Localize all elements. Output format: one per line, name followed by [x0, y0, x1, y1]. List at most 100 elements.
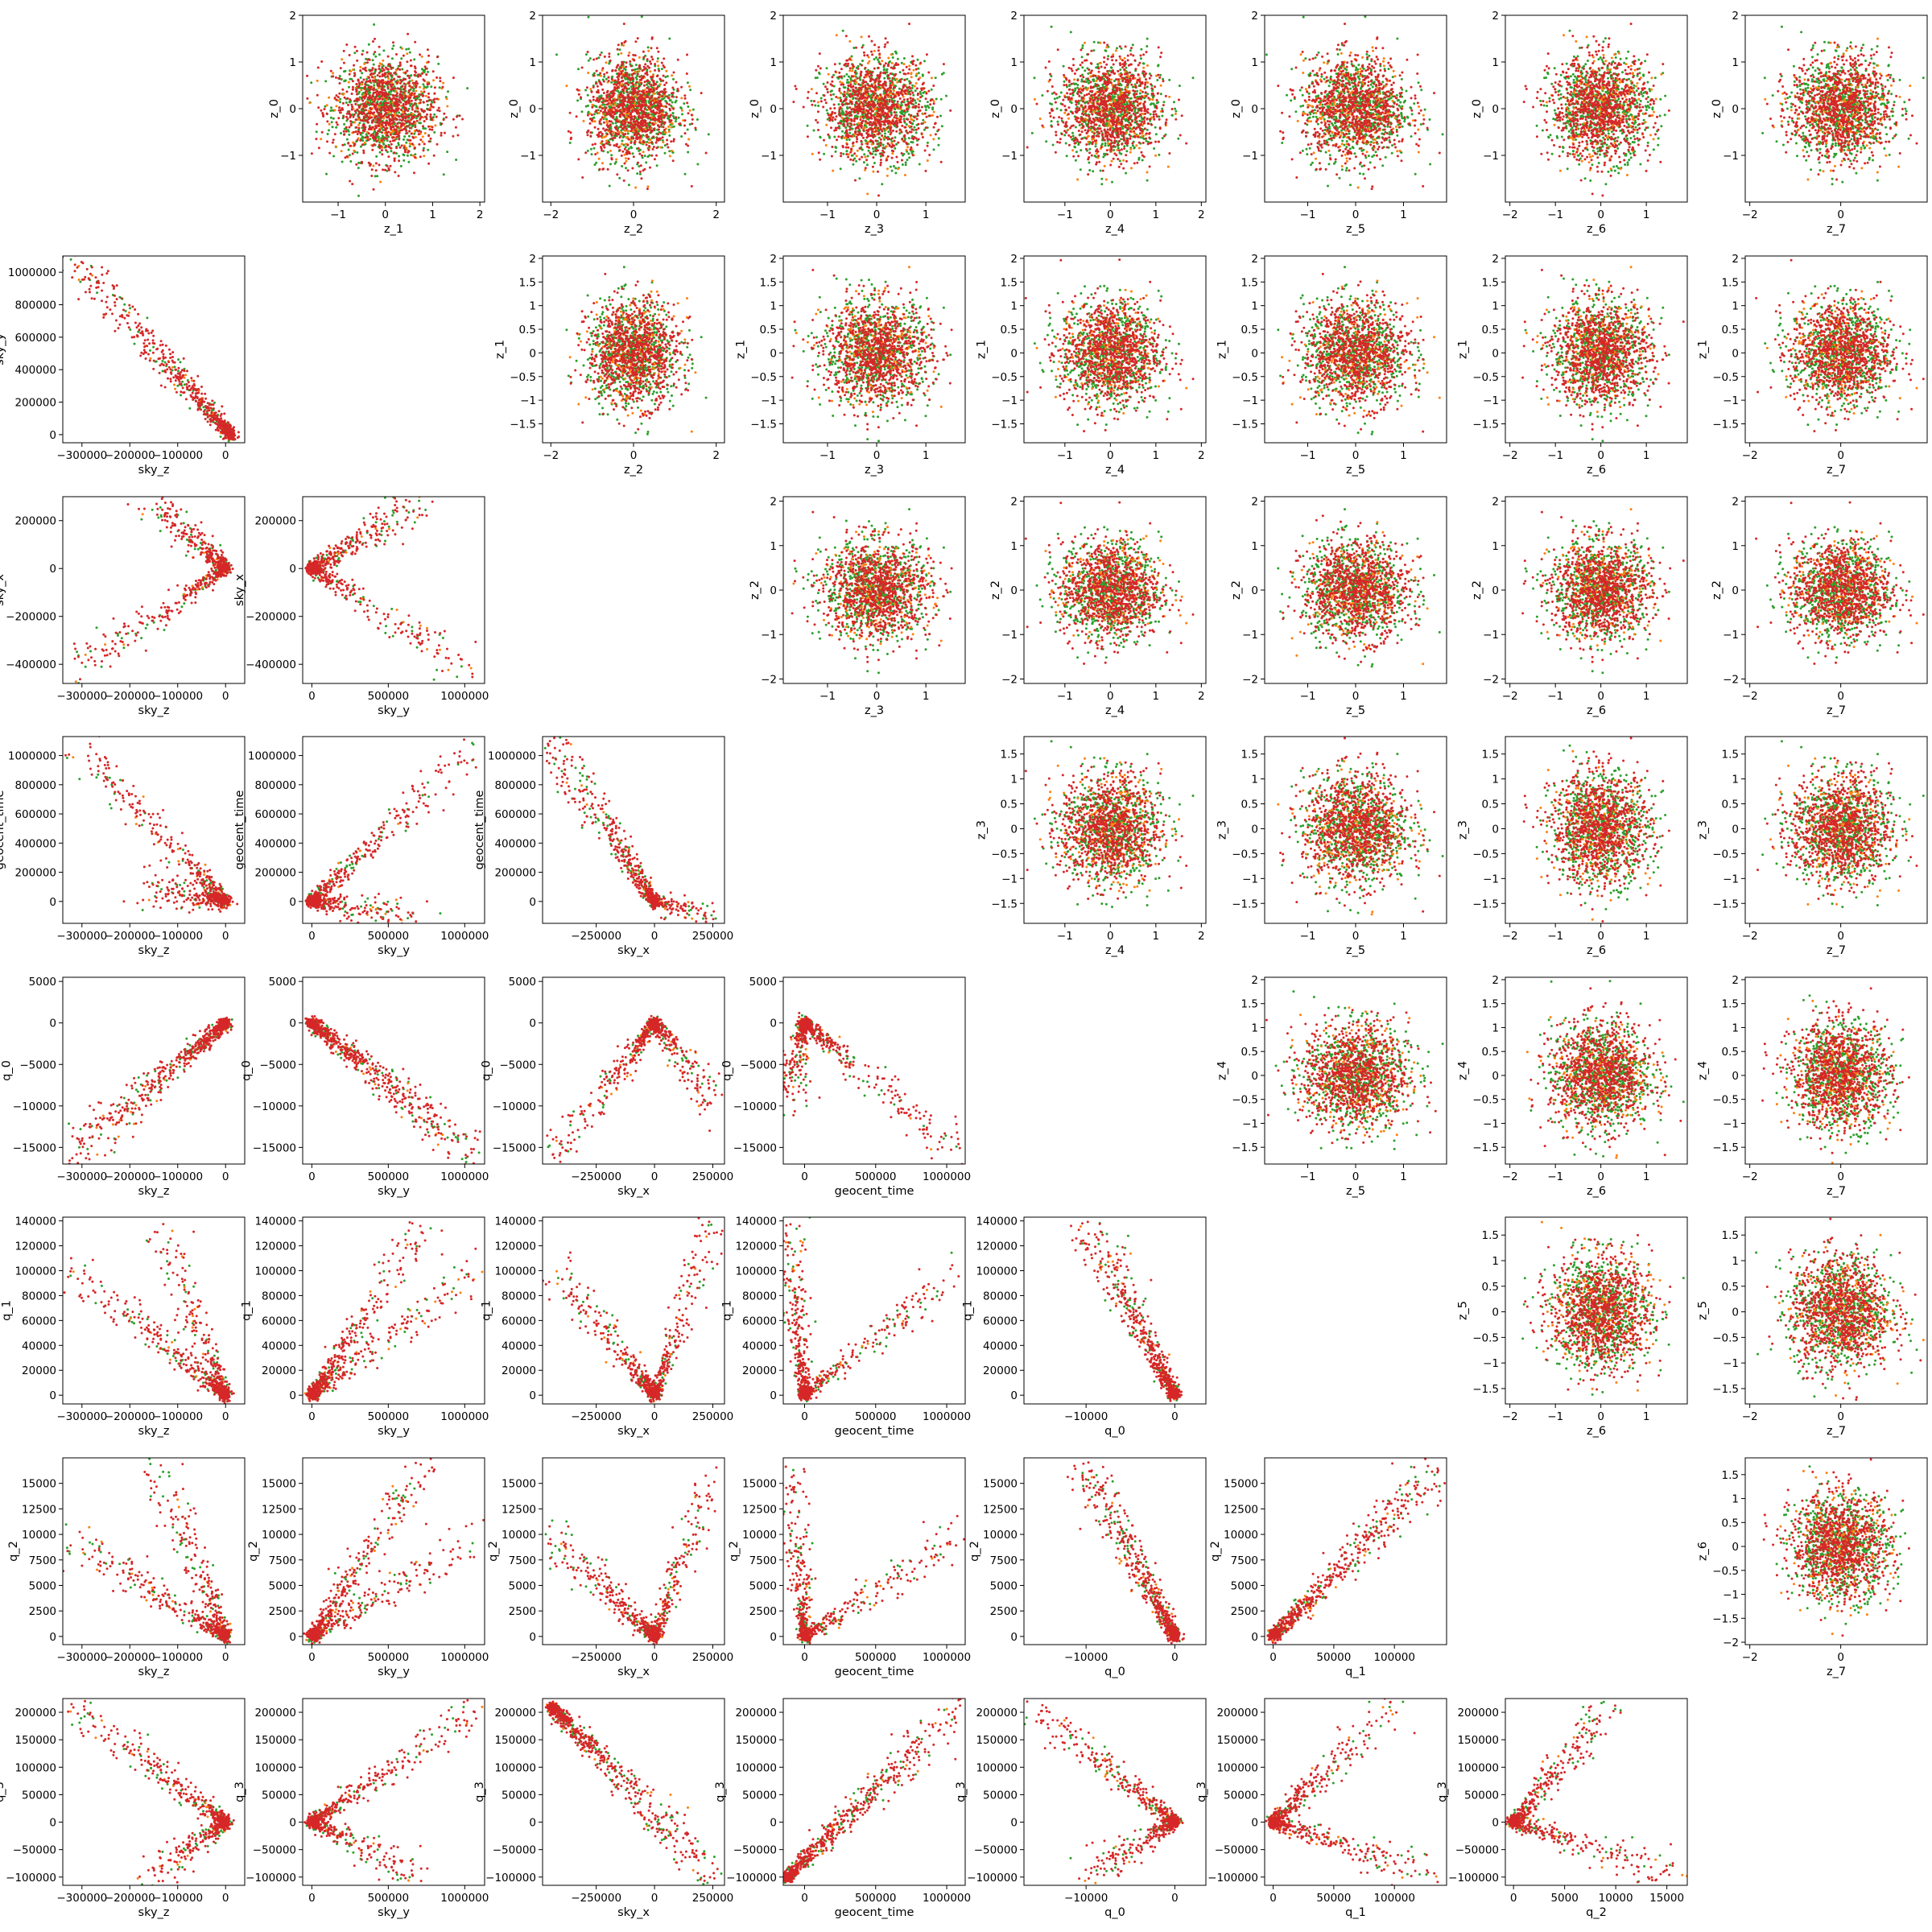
data-point — [363, 63, 365, 65]
data-point — [901, 152, 903, 155]
data-point — [933, 148, 935, 151]
data-point — [615, 145, 617, 147]
data-point — [614, 69, 617, 72]
data-point — [648, 145, 650, 147]
data-point — [856, 155, 858, 157]
data-point — [847, 89, 849, 91]
data-point — [391, 122, 394, 125]
data-point — [818, 151, 820, 154]
data-point — [348, 81, 350, 84]
data-point — [945, 95, 947, 97]
data-point — [882, 147, 885, 149]
data-point — [608, 80, 610, 82]
data-point — [346, 118, 349, 120]
data-point — [591, 104, 593, 106]
data-point — [349, 120, 352, 122]
data-point — [869, 151, 871, 154]
data-point — [867, 141, 869, 143]
data-point — [324, 80, 327, 82]
data-point — [901, 89, 903, 91]
data-point — [343, 62, 345, 64]
data-point — [406, 60, 408, 63]
data-point — [427, 134, 430, 137]
data-point — [363, 79, 365, 81]
data-point — [834, 118, 836, 121]
data-point — [817, 65, 819, 68]
data-point — [367, 139, 369, 142]
data-point — [887, 77, 890, 80]
data-point — [353, 131, 355, 134]
data-point — [407, 109, 409, 112]
data-point — [834, 112, 836, 114]
data-point — [901, 101, 903, 103]
data-point — [436, 76, 438, 79]
data-point — [587, 150, 589, 152]
data-point — [414, 102, 416, 105]
data-point — [427, 109, 429, 111]
data-point — [362, 111, 365, 114]
data-point — [374, 130, 376, 133]
data-point — [884, 43, 886, 46]
data-point — [427, 93, 430, 95]
data-point — [817, 101, 819, 104]
data-point — [840, 155, 842, 157]
data-point — [906, 78, 908, 80]
data-point — [345, 116, 348, 118]
data-point — [646, 143, 648, 146]
data-point — [833, 136, 836, 138]
data-point — [376, 93, 378, 96]
data-point — [375, 96, 378, 98]
data-point — [353, 64, 355, 67]
data-point — [399, 62, 402, 64]
data-point — [357, 133, 359, 135]
data-point — [376, 133, 378, 135]
data-point — [381, 149, 383, 151]
data-point — [391, 47, 394, 50]
data-point — [402, 138, 405, 141]
data-point — [861, 60, 864, 62]
data-point — [617, 72, 620, 75]
data-point — [611, 106, 613, 109]
data-point — [622, 44, 625, 47]
data-point — [597, 101, 600, 103]
data-point — [663, 126, 665, 128]
data-point — [918, 72, 920, 74]
data-point — [903, 98, 906, 101]
data-point — [385, 81, 387, 84]
data-point — [863, 54, 865, 56]
data-point — [384, 95, 386, 97]
data-point — [400, 57, 402, 60]
data-point — [394, 72, 396, 75]
data-point — [650, 130, 653, 132]
data-point — [372, 120, 374, 122]
data-point — [627, 84, 630, 86]
data-point — [903, 120, 906, 122]
data-point — [910, 76, 913, 78]
data-point — [608, 98, 610, 101]
data-point — [669, 108, 671, 110]
data-point — [899, 97, 902, 100]
data-point — [893, 116, 895, 118]
data-point — [919, 62, 922, 64]
data-point — [842, 30, 844, 32]
data-point — [871, 100, 873, 102]
data-point — [927, 159, 929, 162]
data-point — [617, 78, 620, 80]
data-point — [926, 53, 928, 56]
data-point — [647, 185, 650, 188]
data-point — [857, 112, 859, 114]
data-point — [902, 163, 904, 166]
data-point — [831, 146, 833, 148]
data-point — [601, 104, 604, 106]
data-point — [811, 88, 813, 90]
data-point — [619, 81, 621, 84]
data-point — [381, 131, 383, 134]
data-point — [892, 93, 894, 95]
data-point — [645, 114, 647, 117]
data-point — [625, 61, 628, 64]
data-point — [355, 130, 357, 133]
data-point — [654, 158, 656, 160]
data-point — [865, 156, 867, 159]
data-point — [667, 126, 670, 128]
data-point — [903, 126, 906, 129]
